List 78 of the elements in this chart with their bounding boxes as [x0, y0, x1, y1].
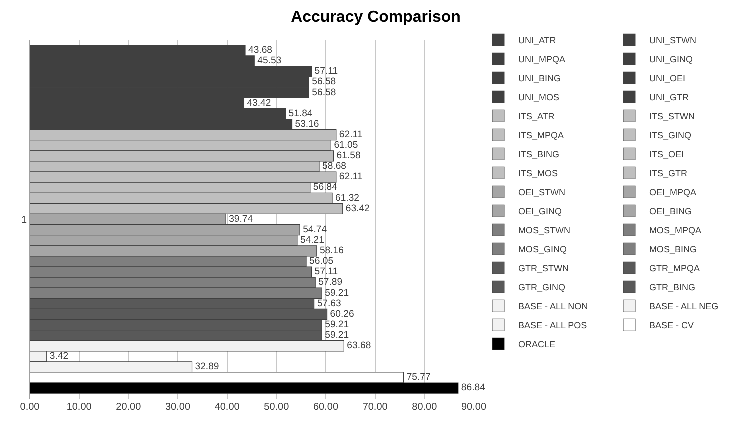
- x-tick-label: 20.00: [116, 402, 142, 413]
- x-tick-label: 30.00: [165, 402, 191, 413]
- legend-label: ORACLE: [518, 340, 556, 350]
- legend-label: OEI_BING: [649, 206, 692, 217]
- y-tick-label: 1: [21, 215, 28, 226]
- x-tick-label: 40.00: [214, 402, 240, 413]
- data-label: 61.05: [334, 140, 358, 152]
- data-label: 51.84: [288, 108, 314, 120]
- legend-label: ITS_BING: [518, 150, 560, 160]
- data-label: 56.05: [310, 256, 334, 268]
- chart-title: Accuracy Comparison: [291, 8, 461, 26]
- data-label: 43.68: [248, 45, 273, 56]
- legend-label: ITS_GINQ: [649, 130, 692, 141]
- data-label: 53.16: [295, 118, 320, 130]
- data-label: 45.53: [258, 56, 282, 67]
- legend-label: UNI_OEI: [649, 74, 686, 84]
- legend-label: BASE - ALL NON: [518, 302, 588, 312]
- data-label: 43.42: [247, 98, 272, 109]
- legend-label: OEI_GINQ: [518, 206, 562, 217]
- legend-label: MOS_BING: [649, 244, 697, 255]
- data-label: 57.63: [317, 298, 342, 310]
- legend-label: GTR_BING: [649, 282, 696, 293]
- legend-label: ITS_STWN: [649, 112, 695, 122]
- legend-label: UNI_GTR: [649, 92, 690, 103]
- legend-label: OEI_STWN: [518, 188, 566, 198]
- legend-label: UNI_MPQA: [518, 54, 566, 65]
- legend-label: GTR_STWN: [518, 264, 569, 274]
- legend-label: MOS_GINQ: [518, 244, 567, 255]
- data-label: 58.16: [320, 246, 344, 257]
- data-label: 60.26: [330, 308, 354, 320]
- legend-label: UNI_MOS: [518, 92, 560, 103]
- data-label: 61.32: [336, 192, 360, 204]
- legend-label: ITS_GTR: [649, 168, 688, 179]
- data-label: 57.11: [314, 266, 338, 278]
- data-label: 62.11: [339, 172, 363, 183]
- data-label: 75.77: [406, 372, 431, 384]
- legend-label: UNI_GINQ: [649, 54, 693, 65]
- legend-label: MOS_MPQA: [649, 226, 702, 236]
- data-label: 56.84: [313, 182, 338, 194]
- legend-label: GTR_GINQ: [518, 282, 566, 293]
- data-label: 61.58: [336, 150, 361, 162]
- data-label: 54.74: [303, 224, 328, 236]
- legend-label: GTR_MPQA: [649, 264, 700, 274]
- x-tick-label: 80.00: [412, 402, 438, 413]
- legend-label: ITS_MOS: [518, 168, 558, 179]
- data-label: 56.58: [312, 76, 336, 88]
- data-label: 59.21: [325, 319, 350, 330]
- legend-label: ITS_ATR: [518, 112, 556, 122]
- data-label: 3.42: [50, 351, 69, 362]
- x-tick-label: 0.00: [20, 402, 40, 413]
- legend-label: BASE - ALL NEG: [649, 302, 719, 312]
- x-tick-label: 50.00: [264, 402, 290, 413]
- data-label: 39.74: [229, 214, 254, 225]
- data-label: 58.68: [322, 161, 346, 172]
- data-label: 57.11: [314, 66, 338, 78]
- data-label: 56.58: [312, 87, 336, 98]
- legend-label: ITS_OEI: [649, 150, 684, 160]
- data-label: 32.89: [195, 362, 220, 373]
- data-label: 57.89: [318, 277, 343, 288]
- legend-label: BASE - CV: [649, 320, 694, 331]
- data-label: 63.68: [347, 340, 372, 352]
- x-tick-label: 60.00: [313, 402, 339, 413]
- legend-label: ITS_MPQA: [518, 130, 564, 141]
- legend-label: OEI_MPQA: [649, 188, 696, 198]
- data-label: 62.11: [339, 129, 363, 140]
- data-label: 63.42: [346, 203, 370, 214]
- legend-label: UNI_STWN: [649, 36, 696, 46]
- data-label: 86.84: [461, 382, 486, 394]
- x-tick-label: 10.00: [66, 402, 92, 413]
- data-label: 59.21: [325, 288, 350, 299]
- data-label: 59.21: [325, 330, 350, 341]
- legend-label: UNI_BING: [518, 74, 561, 84]
- legend-label: UNI_ATR: [518, 36, 557, 46]
- legend-label: MOS_STWN: [518, 226, 570, 236]
- x-tick-label: 90.00: [461, 402, 487, 413]
- x-tick-label: 70.00: [362, 402, 388, 413]
- legend-label: BASE - ALL POS: [518, 320, 588, 331]
- data-label: 54.21: [300, 235, 324, 246]
